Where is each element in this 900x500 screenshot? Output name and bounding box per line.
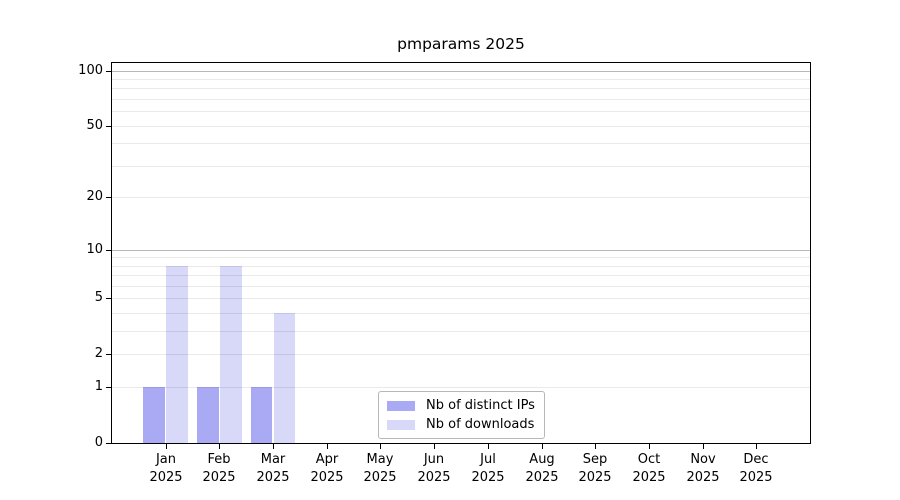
y-tick xyxy=(106,354,111,355)
x-tick-month: Jan xyxy=(155,452,177,467)
x-tick-label: Jul 2025 xyxy=(455,451,521,486)
y-tick-label: 100 xyxy=(78,63,103,78)
x-tick-year: 2025 xyxy=(739,469,773,485)
x-tick-year: 2025 xyxy=(578,469,612,485)
bar-mar-s0 xyxy=(250,387,273,443)
chart-title: pmparams 2025 xyxy=(397,35,525,53)
x-tick xyxy=(703,444,704,449)
legend: Nb of distinct IPs Nb of downloads xyxy=(378,391,545,439)
x-tick-label: Nov 2025 xyxy=(670,451,736,486)
x-tick-year: 2025 xyxy=(632,469,666,485)
x-tick-year: 2025 xyxy=(686,469,720,485)
legend-item-distinct-ips: Nb of distinct IPs xyxy=(387,398,544,413)
y-tick-label: 0 xyxy=(94,435,103,450)
x-tick-year: 2025 xyxy=(417,469,451,485)
x-tick-month: May xyxy=(366,452,394,467)
x-tick-year: 2025 xyxy=(149,469,183,485)
x-tick-month: Apr xyxy=(315,452,339,467)
x-tick-year: 2025 xyxy=(525,469,559,485)
x-tick-month: Mar xyxy=(260,452,286,467)
x-tick-label: Feb 2025 xyxy=(186,451,252,486)
x-tick-label: Sep 2025 xyxy=(562,451,628,486)
y-tick xyxy=(106,298,111,299)
x-tick-month: Nov xyxy=(690,452,716,467)
legend-swatch-distinct-ips xyxy=(387,400,415,411)
x-tick xyxy=(488,444,489,449)
x-tick-month: Jul xyxy=(480,452,496,467)
bar-jan-s1 xyxy=(166,265,188,443)
legend-item-downloads: Nb of downloads xyxy=(387,417,544,432)
x-tick xyxy=(595,444,596,449)
y-tick xyxy=(106,126,111,127)
x-tick-year: 2025 xyxy=(471,469,505,485)
plot-area xyxy=(111,62,811,444)
x-tick xyxy=(219,444,220,449)
x-tick xyxy=(542,444,543,449)
legend-label-distinct-ips: Nb of distinct IPs xyxy=(426,398,535,413)
x-tick-year: 2025 xyxy=(202,469,236,485)
bar-mar-s1 xyxy=(273,313,296,443)
x-tick-month: Oct xyxy=(637,452,661,467)
y-tick-label: 10 xyxy=(86,242,103,257)
x-tick-month: Dec xyxy=(743,452,769,467)
x-tick-label: Oct 2025 xyxy=(616,451,682,486)
legend-swatch-downloads xyxy=(387,419,415,430)
x-tick-label: Apr 2025 xyxy=(294,451,360,486)
y-tick-label: 1 xyxy=(94,379,103,394)
y-tick-label: 50 xyxy=(86,118,103,133)
x-tick-label: Aug 2025 xyxy=(509,451,575,486)
x-tick-label: May 2025 xyxy=(347,451,413,486)
legend-label-downloads: Nb of downloads xyxy=(426,417,535,432)
y-tick-label: 2 xyxy=(94,346,103,361)
y-tick xyxy=(106,197,111,198)
bar-feb-s1 xyxy=(220,265,242,443)
y-tick-label: 5 xyxy=(94,290,103,305)
x-tick-year: 2025 xyxy=(256,469,290,485)
x-tick xyxy=(380,444,381,449)
y-tick xyxy=(106,443,111,444)
bars-layer xyxy=(112,63,810,443)
x-tick xyxy=(166,444,167,449)
x-tick-label: Dec 2025 xyxy=(723,451,789,486)
x-tick-label: Mar 2025 xyxy=(240,451,306,486)
x-tick-year: 2025 xyxy=(310,469,344,485)
x-tick xyxy=(756,444,757,449)
x-tick xyxy=(327,444,328,449)
x-tick-label: Jun 2025 xyxy=(401,451,467,486)
y-tick-label: 20 xyxy=(86,189,103,204)
x-tick-year: 2025 xyxy=(363,469,397,485)
y-tick xyxy=(106,250,111,251)
x-tick xyxy=(649,444,650,449)
x-tick xyxy=(273,444,274,449)
y-tick xyxy=(106,71,111,72)
bar-jan-s0 xyxy=(143,387,165,443)
x-tick-label: Jan 2025 xyxy=(133,451,199,486)
x-tick-month: Jun xyxy=(423,452,445,467)
x-tick-month: Sep xyxy=(582,452,608,467)
x-tick xyxy=(434,444,435,449)
x-tick-month: Aug xyxy=(529,452,555,467)
x-tick-month: Feb xyxy=(207,452,231,467)
bar-feb-s0 xyxy=(197,387,219,443)
y-tick xyxy=(106,387,111,388)
